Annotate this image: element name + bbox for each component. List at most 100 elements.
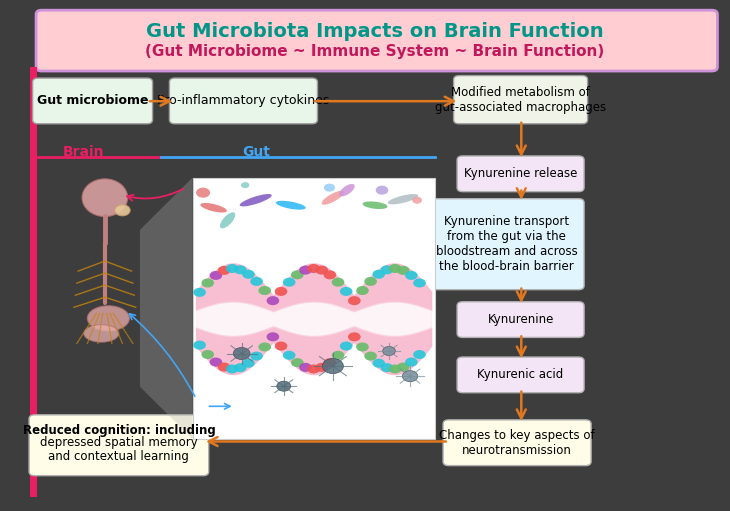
Circle shape xyxy=(258,286,271,295)
FancyBboxPatch shape xyxy=(443,420,591,466)
Circle shape xyxy=(412,197,422,204)
Circle shape xyxy=(380,265,393,274)
FancyBboxPatch shape xyxy=(36,10,718,71)
Circle shape xyxy=(324,183,335,192)
Circle shape xyxy=(291,270,304,280)
Text: Gut: Gut xyxy=(242,146,269,159)
Circle shape xyxy=(323,358,337,367)
Circle shape xyxy=(413,278,426,288)
Ellipse shape xyxy=(82,179,128,217)
Text: Changes to key aspects of
neurotransmission: Changes to key aspects of neurotransmiss… xyxy=(439,429,595,457)
Circle shape xyxy=(218,266,231,275)
Circle shape xyxy=(307,364,320,374)
FancyBboxPatch shape xyxy=(169,78,318,124)
Polygon shape xyxy=(140,178,193,439)
Circle shape xyxy=(340,287,353,296)
Circle shape xyxy=(372,359,385,368)
FancyBboxPatch shape xyxy=(457,357,584,393)
Circle shape xyxy=(402,370,418,382)
Circle shape xyxy=(234,265,247,274)
Circle shape xyxy=(380,363,393,372)
Circle shape xyxy=(299,363,312,372)
Circle shape xyxy=(315,363,328,372)
Text: (Gut Microbiome ~ Immune System ~ Brain Function): (Gut Microbiome ~ Immune System ~ Brain … xyxy=(145,44,604,59)
Circle shape xyxy=(323,270,337,280)
Circle shape xyxy=(364,352,377,361)
Circle shape xyxy=(397,362,410,371)
FancyBboxPatch shape xyxy=(457,301,584,337)
Circle shape xyxy=(250,352,263,361)
Circle shape xyxy=(193,341,206,350)
Circle shape xyxy=(201,278,214,288)
FancyBboxPatch shape xyxy=(193,178,434,439)
Text: Modified metabolism of
gut-associated macrophages: Modified metabolism of gut-associated ma… xyxy=(435,86,606,113)
Ellipse shape xyxy=(200,203,227,213)
Circle shape xyxy=(331,351,345,360)
Circle shape xyxy=(348,296,361,305)
Circle shape xyxy=(356,286,369,295)
Circle shape xyxy=(274,341,288,351)
Circle shape xyxy=(348,332,361,341)
Circle shape xyxy=(307,264,320,273)
Text: Gut Microbiota Impacts on Brain Function: Gut Microbiota Impacts on Brain Function xyxy=(146,22,604,41)
Ellipse shape xyxy=(88,306,129,331)
Circle shape xyxy=(201,350,214,359)
Circle shape xyxy=(226,264,239,273)
Text: Kynurenine: Kynurenine xyxy=(488,313,554,326)
Circle shape xyxy=(258,342,271,352)
Ellipse shape xyxy=(322,191,344,205)
Circle shape xyxy=(376,185,388,195)
Circle shape xyxy=(266,332,279,341)
Circle shape xyxy=(277,381,291,391)
Ellipse shape xyxy=(239,194,272,206)
Circle shape xyxy=(389,264,402,273)
Circle shape xyxy=(291,358,304,367)
FancyBboxPatch shape xyxy=(457,156,584,192)
FancyBboxPatch shape xyxy=(429,199,584,290)
Ellipse shape xyxy=(84,324,119,342)
Ellipse shape xyxy=(276,201,306,210)
Circle shape xyxy=(218,362,231,371)
Text: depressed spatial memory: depressed spatial memory xyxy=(40,436,198,449)
Circle shape xyxy=(193,288,206,297)
Text: Pro-inflammatory cytokines: Pro-inflammatory cytokines xyxy=(157,95,330,107)
Circle shape xyxy=(210,271,222,280)
FancyBboxPatch shape xyxy=(29,415,209,476)
Circle shape xyxy=(397,266,410,275)
Ellipse shape xyxy=(363,201,388,209)
FancyBboxPatch shape xyxy=(453,76,588,124)
Text: Reduced cognition: including: Reduced cognition: including xyxy=(23,424,215,437)
Circle shape xyxy=(241,182,250,188)
Circle shape xyxy=(226,364,239,374)
Text: Kynurenine transport
from the gut via the
bloodstream and across
the blood-brain: Kynurenine transport from the gut via th… xyxy=(436,215,577,273)
Text: and contextual learning: and contextual learning xyxy=(48,450,189,463)
Circle shape xyxy=(283,351,296,360)
Circle shape xyxy=(234,363,247,372)
Circle shape xyxy=(315,266,328,274)
Circle shape xyxy=(196,188,210,198)
Circle shape xyxy=(323,359,343,374)
Circle shape xyxy=(283,277,296,287)
Circle shape xyxy=(242,359,255,368)
Circle shape xyxy=(372,270,385,279)
Ellipse shape xyxy=(115,205,130,216)
Text: Kynurenine release: Kynurenine release xyxy=(464,167,577,180)
Circle shape xyxy=(266,296,279,305)
Bar xyxy=(30,67,36,497)
Circle shape xyxy=(364,277,377,286)
Circle shape xyxy=(274,287,288,296)
Circle shape xyxy=(234,347,250,360)
Ellipse shape xyxy=(339,184,355,196)
Circle shape xyxy=(413,350,426,359)
Circle shape xyxy=(210,358,222,366)
Circle shape xyxy=(405,271,418,280)
Circle shape xyxy=(389,364,402,374)
FancyBboxPatch shape xyxy=(33,78,153,124)
Text: Brain: Brain xyxy=(63,146,104,159)
Text: Gut microbiome: Gut microbiome xyxy=(36,95,148,107)
Circle shape xyxy=(250,277,263,286)
Circle shape xyxy=(340,341,353,351)
Text: Kynurenic acid: Kynurenic acid xyxy=(477,368,564,381)
Circle shape xyxy=(356,342,369,352)
Circle shape xyxy=(405,358,418,366)
